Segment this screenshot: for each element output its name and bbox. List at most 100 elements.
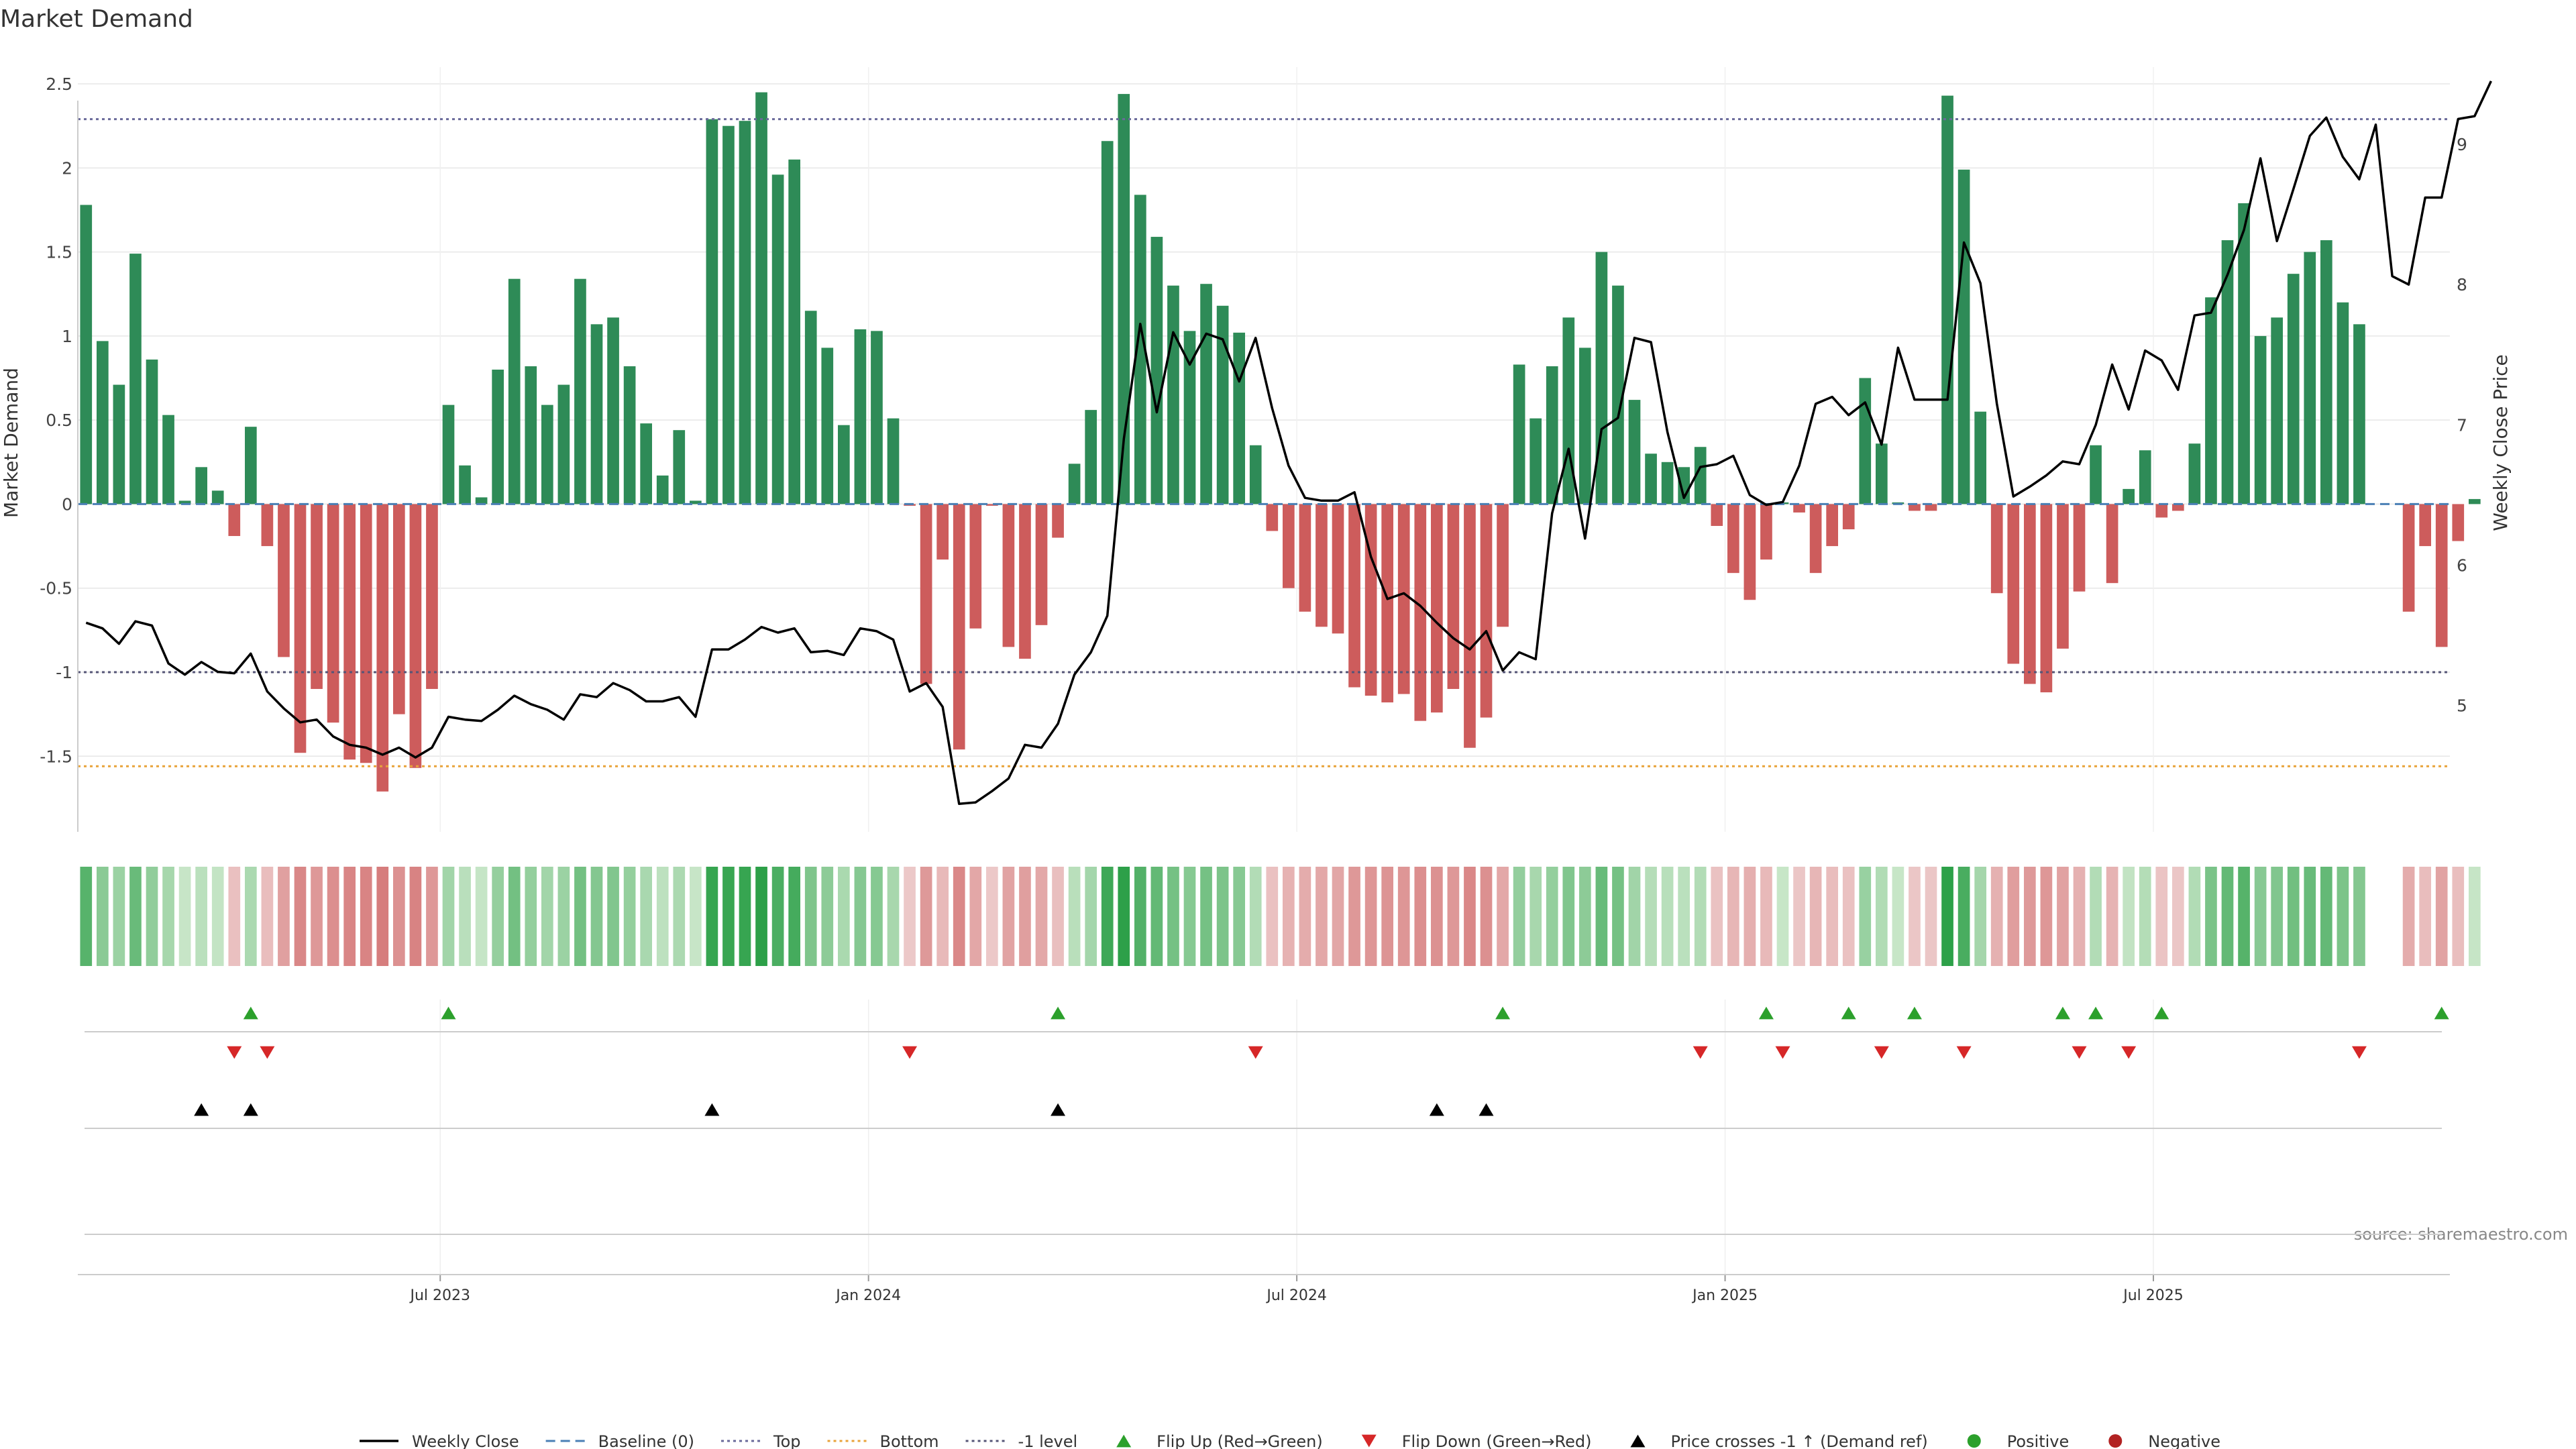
heat-cell — [1035, 867, 1048, 966]
heat-cell — [1233, 867, 1246, 966]
heat-cell — [1711, 867, 1723, 966]
demand-bar — [80, 205, 93, 504]
heat-cell — [426, 867, 438, 966]
heat-cell — [1678, 867, 1690, 966]
demand-bar — [854, 329, 867, 504]
heat-cell — [2304, 867, 2316, 966]
y2-tick-label: 8 — [2457, 275, 2467, 294]
heat-cell — [2106, 867, 2118, 966]
demand-bar — [1216, 305, 1229, 504]
heat-cell — [1282, 867, 1295, 966]
heat-cell — [673, 867, 686, 966]
demand-bar — [2435, 504, 2448, 647]
demand-bar — [294, 504, 307, 753]
heat-cell — [1892, 867, 1904, 966]
heat-cell — [2023, 867, 2036, 966]
demand-bar — [1200, 284, 1212, 504]
demand-bar — [1826, 504, 1839, 547]
heat-cell — [2287, 867, 2300, 966]
legend: Weekly Close Baseline (0) Top Bottom -1 leve… — [360, 1432, 2220, 1449]
price-cross-marker — [1479, 1103, 1494, 1116]
demand-bar — [1381, 504, 1394, 703]
legend-swatch — [1967, 1434, 1981, 1448]
demand-bar — [1002, 504, 1015, 647]
legend-label: Positive — [2007, 1432, 2070, 1449]
demand-bar — [2155, 504, 2168, 518]
legend-swatch — [1116, 1434, 1132, 1448]
y-tick-label: 1.5 — [46, 243, 72, 262]
heat-cell — [1974, 867, 1987, 966]
legend-swatch — [1361, 1434, 1377, 1448]
heat-cell — [129, 867, 142, 966]
heat-cell — [2139, 867, 2151, 966]
demand-bar — [1118, 94, 1130, 504]
legend-swatch — [1630, 1434, 1646, 1448]
heat-cell — [195, 867, 208, 966]
legend-label: Top — [773, 1432, 801, 1449]
demand-bar — [146, 359, 158, 504]
heat-cell — [2040, 867, 2053, 966]
heat-cell — [2435, 867, 2448, 966]
heat-cell — [1249, 867, 1262, 966]
y-tick-label: 2.5 — [46, 74, 72, 94]
demand-bar — [2320, 240, 2332, 504]
demand-bar — [920, 504, 932, 684]
heat-cell — [442, 867, 455, 966]
y2-tick-label: 5 — [2457, 696, 2467, 716]
heat-cell — [1150, 867, 1163, 966]
heat-cell — [1497, 867, 1509, 966]
heat-cell — [1364, 867, 1377, 966]
heat-cell — [1397, 867, 1410, 966]
demand-bar — [771, 174, 784, 504]
heat-cell — [1941, 867, 1953, 966]
demand-bar — [1068, 464, 1081, 504]
heat-cell — [525, 867, 537, 966]
heat-cell — [1957, 867, 1970, 966]
demand-bar — [409, 504, 422, 768]
demand-bar — [1430, 504, 1443, 713]
heat-cell — [1200, 867, 1212, 966]
heat-cell — [311, 867, 323, 966]
demand-bar — [1364, 504, 1377, 696]
demand-bar — [1859, 378, 1872, 504]
demand-bar — [1612, 285, 1624, 504]
demand-bar — [2040, 504, 2053, 693]
demand-bar — [1694, 447, 1707, 504]
heat-cell — [541, 867, 553, 966]
demand-bar — [574, 278, 586, 504]
demand-bar — [1101, 141, 1114, 504]
demand-bar — [985, 504, 998, 506]
demand-bar — [2090, 445, 2102, 504]
flip-up-marker — [2434, 1006, 2449, 1020]
demand-bar — [1990, 504, 2003, 594]
heat-cell — [2221, 867, 2234, 966]
heat-cell — [1793, 867, 1805, 966]
demand-bar — [1266, 504, 1279, 531]
heat-cell — [1332, 867, 1344, 966]
heat-cell — [1612, 867, 1624, 966]
x-tick-label: Jan 2025 — [1691, 1287, 1758, 1304]
heat-cell — [1299, 867, 1311, 966]
x-tick-label: Jan 2024 — [835, 1287, 901, 1304]
heat-cell — [475, 867, 488, 966]
demand-bar — [1711, 504, 1723, 526]
y-tick-label: 2 — [62, 158, 72, 178]
demand-bar — [788, 159, 801, 504]
heat-cell — [1480, 867, 1493, 966]
flip-down-marker — [902, 1046, 918, 1059]
demand-bar — [673, 430, 686, 504]
heat-cell — [1760, 867, 1772, 966]
y-tick-label: -0.5 — [40, 579, 72, 598]
flip-down-marker — [1956, 1046, 1972, 1059]
heat-cell — [854, 867, 867, 966]
demand-bar — [1167, 285, 1179, 504]
heat-cell — [228, 867, 241, 966]
y-tick-label: 0.5 — [46, 411, 72, 430]
heat-cell — [1464, 867, 1476, 966]
demand-bar — [2221, 240, 2234, 504]
demand-bar — [475, 497, 488, 504]
demand-bar — [1645, 453, 1657, 504]
heat-cell — [590, 867, 603, 966]
heat-cell — [1266, 867, 1279, 966]
